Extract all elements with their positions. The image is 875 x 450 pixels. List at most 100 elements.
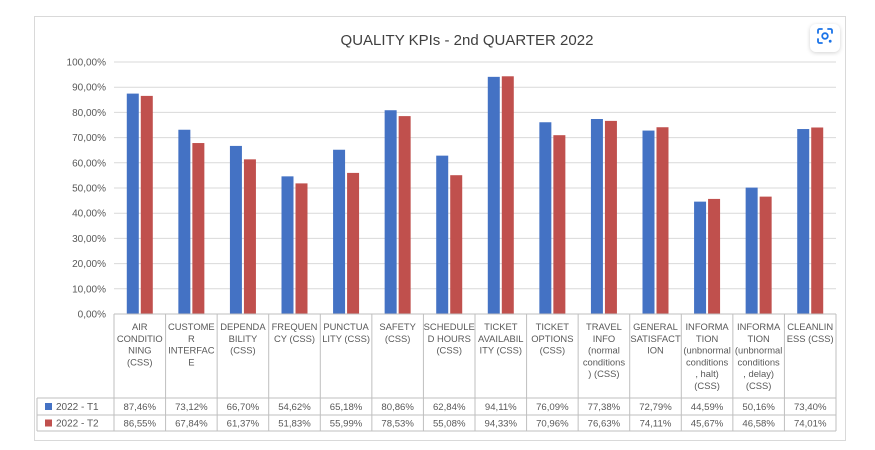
category-label: (unbnormal [683,345,730,356]
bar-t1 [384,110,397,314]
bar-t1 [126,93,139,314]
y-tick-label: 20,00% [72,259,106,270]
data-value: 62,84% [433,402,466,413]
bar-t2 [295,183,308,314]
category-label: OPTIONS [531,333,573,344]
category-label: TICKET [484,321,518,332]
bar-chart: QUALITY KPIs - 2nd QUARTER 2022 0,00% 10,… [36,32,837,432]
category-label: , halt) [695,368,718,379]
data-value: 67,84% [175,419,208,430]
category-label: TION [696,333,718,344]
bar-t2 [192,143,205,314]
data-value: 65,18% [330,402,363,413]
category-label: SCHEDULE [424,321,475,332]
data-value: 94,33% [485,419,518,430]
category-label: (CSS) [746,380,772,391]
data-value: 73,12% [175,402,208,413]
bar-t2 [501,76,514,315]
y-tick-label: 80,00% [72,108,106,119]
data-value: 74,11% [640,419,672,430]
data-value: 72,79% [639,402,672,413]
bar-t1 [487,76,500,314]
category-label: (CSS) [230,345,256,356]
legend-key-t1 [45,403,52,410]
category-label: CLEANLIN [787,321,833,332]
bar-t1 [642,130,655,314]
category-label: GENERAL [633,321,678,332]
bar-t1 [590,119,603,314]
bars [126,76,824,315]
bar-t2 [140,95,153,314]
bar-t1 [745,187,758,314]
category-label: INFORMA [737,321,781,332]
category-label: AIR [132,321,148,332]
bar-t1 [281,176,294,314]
y-tick-label: 60,00% [72,158,106,169]
category-label: ESS (CSS) [787,333,834,344]
category-label: (CSS) [540,345,566,356]
data-value: 76,09% [536,402,569,413]
legend-label: 2022 - T2 [56,419,99,430]
data-table: AIRCONDITIONING(CSS)CUSTOMERINTERFACEDEP… [36,313,837,432]
category-label: (normal [588,345,620,356]
category-label: NING [128,345,151,356]
bar-t1 [333,149,346,314]
data-value: 50,16% [742,402,775,413]
data-value: 73,40% [794,402,827,413]
data-value: 44,59% [691,402,724,413]
data-value: 87,46% [124,402,157,413]
category-label: SATISFACT [630,333,681,344]
category-label: conditions [738,356,781,367]
category-label: conditions [583,356,626,367]
data-value: 74,01% [794,419,827,430]
data-value: 55,08% [433,419,466,430]
category-label: ITY (CSS) [480,345,523,356]
legend-key-t2 [45,419,52,427]
category-label: E [188,356,194,367]
category-label: TICKET [536,321,570,332]
data-value: 94,11% [485,402,517,413]
bar-t2 [398,116,411,314]
y-tick-label: 100,00% [67,58,107,69]
gridlines [114,61,836,315]
bar-t1 [229,145,242,314]
category-label: CONDITIO [117,333,163,344]
category-label: TRAVEL [586,321,622,332]
bar-t1 [694,201,707,314]
category-label: SAFETY [379,321,416,332]
data-value: 51,83% [278,419,311,430]
category-label: (CSS) [385,333,411,344]
y-tick-label: 10,00% [72,284,106,295]
data-value: 80,86% [381,402,414,413]
bar-t1 [178,129,191,314]
category-label: DEPENDA [220,321,266,332]
legend-label: 2022 - T1 [56,402,99,413]
y-tick-label: 0,00% [78,310,106,321]
data-value: 55,99% [330,419,363,430]
bar-t1 [797,129,810,314]
google-lens-button[interactable] [810,24,840,52]
y-axis-ticks: 0,00% 10,00% 20,00% 30,00% 40,00% 50,00% 60,00… [67,58,107,321]
category-label: , delay) [743,368,774,379]
bar-t2 [656,127,669,314]
bar-t2 [347,172,360,314]
bar-t1 [436,155,449,314]
chart-title: QUALITY KPIs - 2nd QUARTER 2022 [341,32,594,49]
y-tick-label: 70,00% [72,133,106,144]
category-label: ION [647,345,664,356]
bar-t2 [243,159,256,314]
y-tick-label: 30,00% [72,234,106,245]
chart-frame: QUALITY KPIs - 2nd QUARTER 2022 0,00% 10,… [34,16,846,441]
data-value: 86,55% [124,419,157,430]
y-tick-label: 40,00% [72,209,106,220]
category-label: LITY (CSS) [322,333,370,344]
data-value: 46,58% [742,419,775,430]
bar-t2 [604,120,617,315]
bar-t1 [539,122,552,314]
category-label: INFO [593,333,615,344]
category-label: CY (CSS) [274,333,315,344]
bar-t2 [811,127,824,314]
bar-t2 [759,196,772,314]
data-value: 77,38% [588,402,621,413]
bar-t2 [708,198,721,314]
